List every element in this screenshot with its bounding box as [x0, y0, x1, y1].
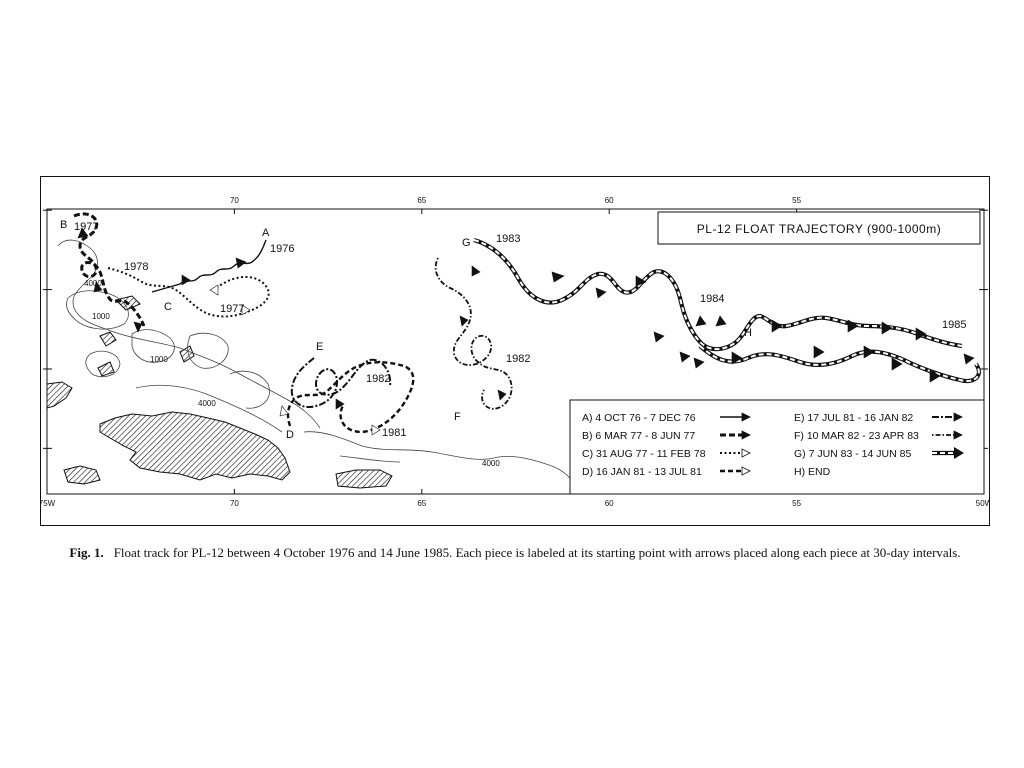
land-cuba [46, 381, 73, 409]
depth-label: 4000 [84, 279, 102, 288]
tick-label-top: 70 [230, 196, 239, 205]
legend-label: D) 16 JAN 81 - 13 JUL 81 [582, 466, 702, 478]
label-1978: 1978 [124, 261, 148, 273]
label-1976: 1976 [270, 243, 294, 255]
legend-box [569, 399, 985, 495]
track-e [290, 357, 392, 408]
caption-text: Float track for PL-12 between 4 October … [113, 545, 961, 560]
tick-label-left: 19 [40, 444, 42, 453]
outer-frame [40, 176, 990, 526]
tick-label-bottom: 60 [605, 499, 614, 508]
label-1982-b: 1982 [506, 353, 530, 365]
label-e: E [316, 341, 323, 353]
legend-line-sample [932, 430, 963, 440]
track-c [107, 267, 270, 318]
track-labels: A 1976 B 1977 1978 C 1977 E 1982 D 1981 … [60, 219, 966, 441]
land-puerto-rico [335, 469, 393, 489]
legend-label: C) 31 AUG 77 - 11 FEB 78 [582, 448, 706, 460]
tick-label-top: 60 [605, 196, 614, 205]
label-1981: 1981 [382, 427, 406, 439]
plot-frame [46, 208, 985, 495]
map-title: PL-12 FLOAT TRAJECTORY (900-1000m) [697, 222, 941, 236]
legend-entry: C) 31 AUG 77 - 11 FEB 78 [582, 448, 751, 460]
map-canvas: 7065605575W7065605550W25N25N232321211919 [40, 176, 990, 526]
legend-label: A) 4 OCT 76 - 7 DEC 76 [582, 412, 696, 424]
track-a [151, 239, 267, 293]
label-1977-b: 1977 [220, 303, 244, 315]
label-1985: 1985 [942, 319, 966, 331]
land-island-small2 [97, 361, 115, 377]
legend-line-sample [932, 412, 963, 422]
legend-entry: H) END [794, 466, 831, 478]
legend: A) 4 OCT 76 - 7 DEC 76 B) 6 MAR 77 - 8 JU… [569, 399, 985, 495]
legend-label: E) 17 JUL 81 - 16 JAN 82 [794, 412, 913, 424]
label-1984: 1984 [700, 293, 724, 305]
tick-label-left: 23 [40, 286, 42, 295]
tick-label-top: 55 [792, 196, 801, 205]
label-1982-a: 1982 [366, 373, 390, 385]
tick-label-bottom: 65 [417, 499, 426, 508]
tick-label-left: 21 [40, 365, 42, 374]
legend-line-sample [932, 447, 964, 459]
label-b: B [60, 219, 67, 231]
track-arrows [77, 227, 975, 436]
float-tracks [73, 212, 981, 434]
legend-label: F) 10 MAR 82 - 23 APR 83 [794, 430, 919, 442]
label-c: C [164, 301, 172, 313]
legend-label: H) END [794, 466, 831, 478]
label-f: F [454, 411, 461, 423]
legend-line-sample [720, 430, 751, 440]
caption-label: Fig. 1. [69, 545, 104, 560]
legend-entry: B) 6 MAR 77 - 8 JUN 77 [582, 430, 751, 442]
figure-caption: Fig. 1. Float track for PL-12 between 4 O… [60, 545, 970, 561]
label-d: D [286, 429, 294, 441]
land-jamaica-area [63, 465, 101, 485]
legend-line-sample [720, 448, 751, 458]
float-track-map: 7065605575W7065605550W25N25N232321211919 [40, 176, 990, 526]
tick-label-bottom: 55 [792, 499, 801, 508]
tick-label-bottom: 70 [230, 499, 239, 508]
legend-line-sample [720, 466, 751, 476]
depth-label: 4000 [198, 399, 216, 408]
legend-label: G) 7 JUN 83 - 14 JUN 85 [794, 448, 911, 460]
track-d [286, 361, 415, 434]
tick-label-bottom: 75W [40, 499, 56, 508]
label-1977-a: 1977 [74, 221, 98, 233]
legend-entry: E) 17 JUL 81 - 16 JAN 82 [794, 412, 963, 424]
land-island-small4 [179, 345, 195, 363]
depth-label: 1000 [150, 355, 168, 364]
track-b [73, 212, 146, 327]
label-h: H [744, 327, 752, 339]
legend-entry: F) 10 MAR 82 - 23 APR 83 [794, 430, 963, 442]
legend-entry: G) 7 JUN 83 - 14 JUN 85 [794, 447, 964, 460]
label-a: A [262, 227, 270, 239]
land-hispaniola [99, 411, 291, 481]
depth-labels: 4000 1000 1000 4000 4000 [84, 279, 500, 468]
land-island-small1 [99, 331, 117, 347]
depth-label: 1000 [92, 312, 110, 321]
depth-label: 4000 [482, 459, 500, 468]
tick-label-left: 25N [40, 206, 41, 215]
legend-line-sample [720, 412, 751, 422]
legend-label: B) 6 MAR 77 - 8 JUN 77 [582, 430, 695, 442]
tick-label-bottom: 50W [976, 499, 990, 508]
land-masses [46, 295, 393, 489]
label-1983: 1983 [496, 233, 520, 245]
legend-entry: D) 16 JAN 81 - 13 JUL 81 [582, 466, 751, 478]
track-f [434, 257, 513, 410]
legend-entry: A) 4 OCT 76 - 7 DEC 76 [582, 412, 751, 424]
label-g: G [462, 237, 471, 249]
tick-label-top: 65 [417, 196, 426, 205]
title-box: PL-12 FLOAT TRAJECTORY (900-1000m) [657, 211, 981, 245]
